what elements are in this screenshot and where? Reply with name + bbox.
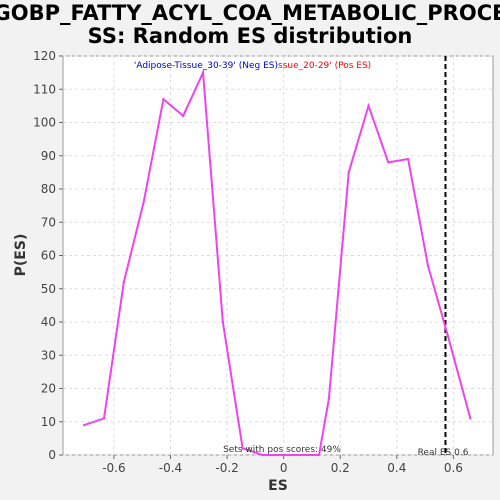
data-point xyxy=(102,417,106,420)
chart-title-line-1: GOBP_FATTY_ACYL_COA_METABOLIC_PROCE xyxy=(0,1,500,25)
x-tick-label: -0.2 xyxy=(215,461,238,475)
x-tick-label: 0 xyxy=(280,461,288,475)
x-axis-label: ES xyxy=(268,478,288,494)
chart-title-line-2: SS: Random ES distribution xyxy=(88,24,413,48)
data-point xyxy=(182,114,185,118)
legend-neg: 'Adipose-Tissue_30-39' (Neg ES) xyxy=(134,61,278,71)
y-axis-ticks: 0 10 20 30 40 50 60 70 80 90 100 110 120 xyxy=(33,49,63,462)
x-tick-label: 0.2 xyxy=(331,461,350,475)
data-point xyxy=(347,171,350,174)
data-point xyxy=(367,104,370,108)
data-point xyxy=(300,453,304,457)
grid xyxy=(63,55,493,456)
y-tick-label: 80 xyxy=(41,182,56,196)
data-point xyxy=(406,157,410,161)
series-points xyxy=(83,71,472,457)
x-tick-label: 0.4 xyxy=(387,461,406,475)
legend-pos: ssue_20-29' (Pos ES) xyxy=(278,61,371,71)
y-tick-label: 50 xyxy=(41,282,56,296)
data-point xyxy=(201,71,205,74)
y-axis-label: P(ES) xyxy=(13,234,29,277)
y-tick-label: 10 xyxy=(41,415,56,429)
pos-scores-annotation: Sets with pos scores: 49% xyxy=(223,445,341,455)
y-tick-label: 70 xyxy=(41,215,56,229)
data-point xyxy=(261,453,264,457)
y-tick-label: 20 xyxy=(41,382,56,396)
real-es-label: Real ES 0.6 xyxy=(418,448,469,458)
data-point xyxy=(317,453,321,457)
plot-area xyxy=(62,55,494,456)
data-point xyxy=(281,453,284,457)
y-tick-label: 0 xyxy=(48,448,56,462)
data-point xyxy=(162,98,165,101)
data-point xyxy=(83,423,86,427)
y-tick-label: 90 xyxy=(41,149,56,163)
x-axis-ticks: -0.6 -0.4 -0.2 0 0.2 0.4 0.6 xyxy=(102,455,463,475)
data-point xyxy=(387,161,390,164)
x-tick-label: 0.6 xyxy=(444,461,463,475)
data-point xyxy=(122,280,126,284)
y-tick-label: 110 xyxy=(33,82,56,96)
data-point xyxy=(221,320,225,324)
y-tick-label: 40 xyxy=(41,315,56,329)
y-tick-label: 30 xyxy=(41,348,56,362)
y-tick-label: 120 xyxy=(33,49,56,63)
data-point xyxy=(142,201,145,204)
data-point xyxy=(469,417,472,420)
data-point xyxy=(241,447,244,450)
data-point xyxy=(327,397,331,400)
y-tick-label: 60 xyxy=(41,249,56,263)
x-tick-label: -0.6 xyxy=(102,461,125,475)
y-tick-label: 100 xyxy=(33,116,56,130)
data-point xyxy=(446,334,449,337)
data-point xyxy=(426,264,430,267)
x-tick-label: -0.4 xyxy=(159,461,182,475)
